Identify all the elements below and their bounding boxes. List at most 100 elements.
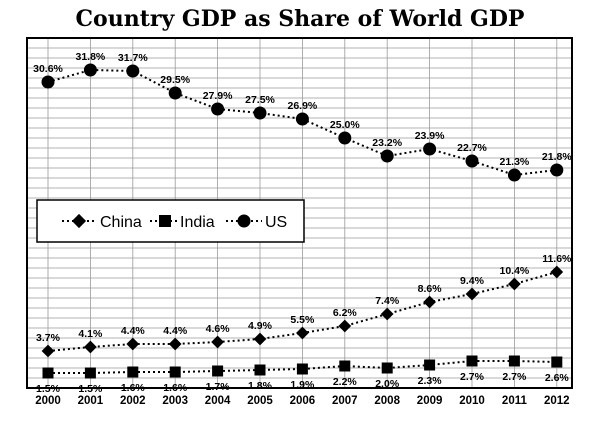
legend-marker-india [159,215,171,227]
x-tick-label: 2001 [78,395,104,407]
china-point [338,319,352,333]
india-data-label: 1.7% [206,381,231,393]
china-point [423,295,436,309]
legend-label-china: China [100,214,142,231]
india-point [212,365,224,377]
china-data-label: 11.6% [542,253,572,265]
us-point [168,86,182,100]
x-tick-label: 2002 [120,395,146,407]
us-data-label: 29.5% [160,74,190,86]
india-point [127,366,139,378]
us-point [83,63,97,77]
us-point [550,163,564,177]
china-point [253,332,267,346]
us-data-label: 31.8% [76,51,106,63]
china-data-label: 8.6% [418,283,443,295]
india-point [508,355,520,367]
us-data-label: 22.7% [457,142,487,154]
china-point [296,326,309,340]
x-tick-label: 2010 [459,395,485,407]
us-point [338,131,352,145]
china-data-label: 4.9% [248,320,273,332]
legend-label-us: US [265,214,287,231]
india-data-label: 2.3% [418,375,443,387]
us-data-label: 21.8% [542,151,572,163]
india-data-label: 2.6% [545,372,570,384]
x-tick-label: 2007 [332,395,358,407]
india-data-label: 2.0% [375,378,400,390]
india-point [42,367,54,379]
x-tick-label: 2000 [35,395,61,407]
data-labels: 3.7% 4.1% 4.4% 4.4% 4.6% 4.9% 5.5% 6.2% 7.4% 8.6%… [33,51,572,395]
india-point [466,355,478,367]
x-tick-label: 2006 [290,395,316,407]
china-point [126,337,140,351]
legend-marker-us [237,214,251,228]
us-data-label: 25.0% [330,119,360,131]
us-point [253,106,267,120]
china-data-label: 4.4% [121,325,146,337]
china-point [380,307,394,321]
india-data-label: 2.7% [460,371,485,383]
india-point [339,360,351,372]
us-data-label: 21.3% [500,156,530,168]
china-point [211,335,224,349]
china-data-label: 3.7% [36,332,61,344]
x-tick-label: 2008 [374,395,400,407]
india-point [84,367,96,379]
legend-label-india: India [180,214,215,231]
us-point [126,64,140,78]
china-data-label: 6.2% [333,307,358,319]
x-tick-label: 2005 [247,395,273,407]
china-data-label: 9.4% [460,275,485,287]
x-tick-label: 2012 [544,395,570,407]
china-data-label: 10.4% [500,265,530,277]
us-point [211,102,225,116]
us-data-label: 23.9% [415,130,445,142]
us-point [380,149,394,163]
us-point [507,168,521,182]
x-tick-label: 2004 [205,395,231,407]
india-data-label: 1.5% [36,383,61,395]
us-data-label: 27.9% [203,90,233,102]
us-point [41,75,55,89]
us-data-label: 23.2% [372,137,402,149]
china-data-label: 4.6% [206,323,231,335]
legend: China India US [36,199,305,243]
china-data-label: 4.4% [163,325,188,337]
china-data-label: 5.5% [290,314,315,326]
x-tick-label: 2011 [502,395,528,407]
china-point [84,340,97,354]
us-data-label: 27.5% [245,94,275,106]
us-point [295,112,309,126]
india-data-label: 1.8% [248,380,273,392]
china-data-label: 4.1% [78,328,103,340]
china-point [508,277,521,291]
chart-title: Country GDP as Share of World GDP [75,6,525,32]
india-point [551,356,563,368]
x-tick-label: 2009 [417,395,443,407]
china-point [168,337,182,351]
us-data-label: 31.7% [118,52,148,64]
x-tick-label: 2003 [162,395,188,407]
india-data-label: 2.7% [502,371,527,383]
series-markers [41,63,564,379]
india-point [381,362,393,374]
us-point [423,142,437,156]
india-data-label: 1.6% [121,382,146,394]
india-data-label: 1.9% [290,379,315,391]
india-data-label: 2.2% [333,376,358,388]
india-point [424,359,436,371]
china-point [465,287,479,301]
india-data-label: 1.6% [163,382,188,394]
india-point [169,366,181,378]
india-data-label: 1.5% [78,383,103,395]
us-data-label: 30.6% [33,63,63,75]
x-axis-ticks: 2000 2001 2002 2003 2004 2005 2006 2007 2008 2009… [35,395,569,407]
china-point [41,344,55,358]
india-point [296,363,308,375]
us-point [465,154,479,168]
us-data-label: 26.9% [288,100,318,112]
china-data-label: 7.4% [375,295,400,307]
